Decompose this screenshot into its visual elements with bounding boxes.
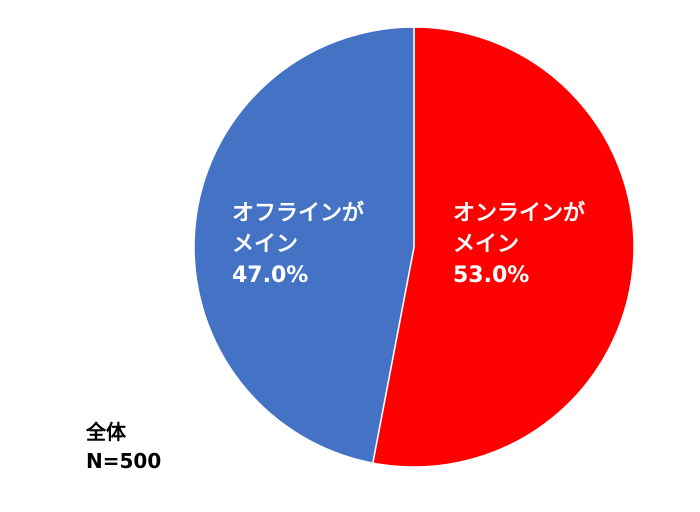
value-label: 53.0% xyxy=(453,263,530,288)
pie-slice xyxy=(193,26,415,464)
slice-label: オンラインが メイン xyxy=(453,201,586,257)
pie-slice xyxy=(371,26,635,468)
annotation: 全体 N=500 xyxy=(86,420,162,473)
slice-label: オフラインが メイン xyxy=(232,201,365,257)
value-label: 47.0% xyxy=(232,263,309,288)
